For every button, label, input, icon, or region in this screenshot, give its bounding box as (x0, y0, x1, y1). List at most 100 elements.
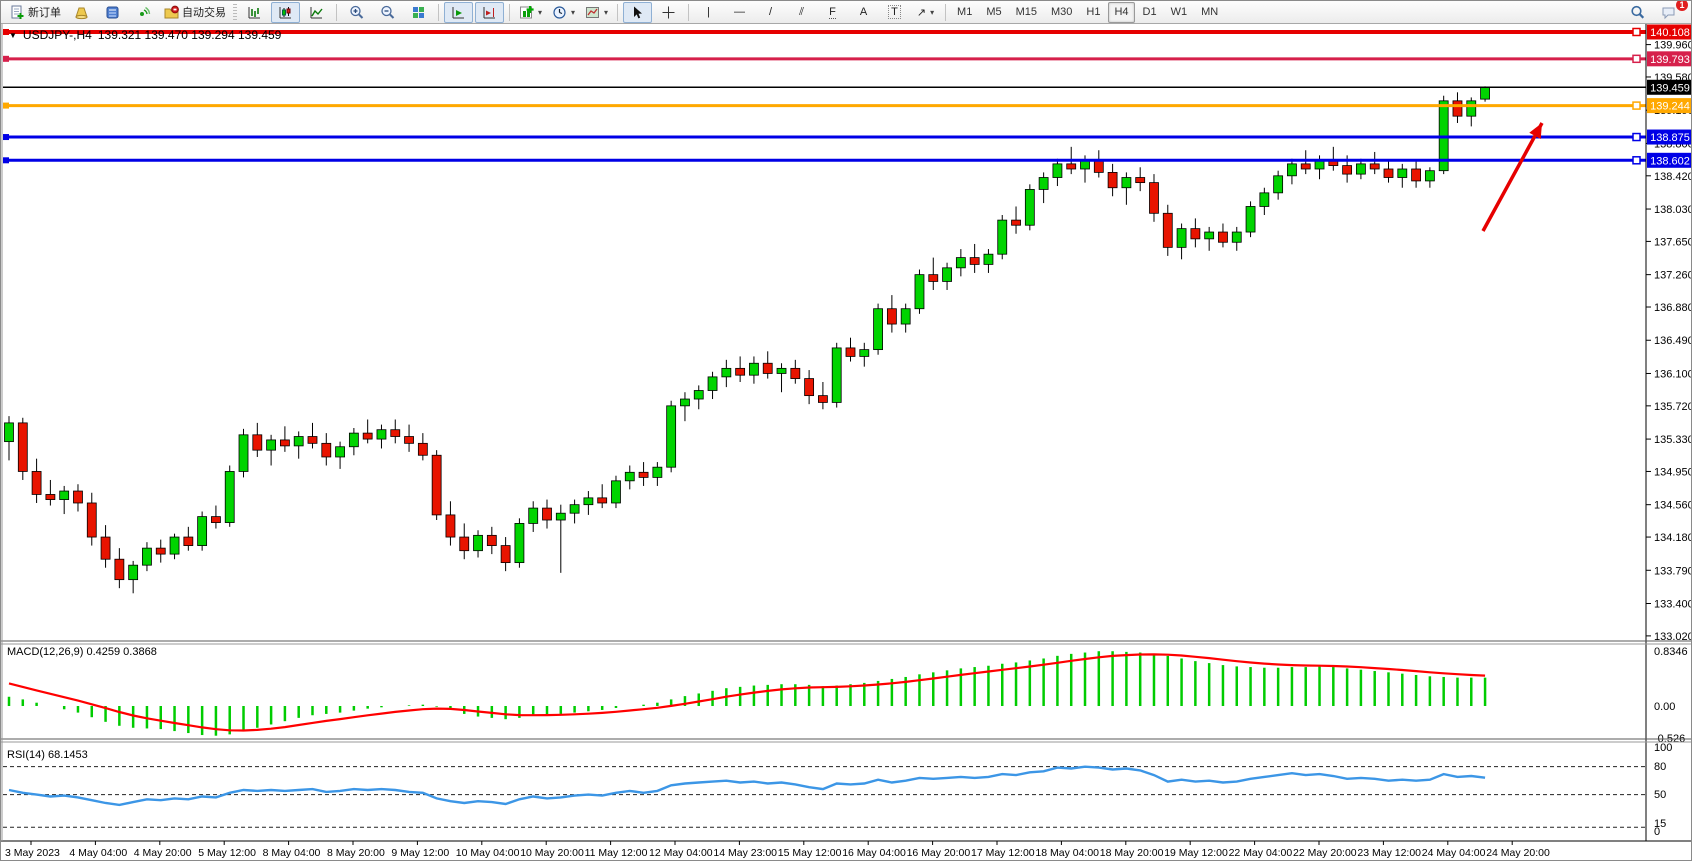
timeframe-W1[interactable]: W1 (1170, 6, 1188, 18)
auto-scroll-button[interactable] (444, 1, 473, 23)
profiles-button[interactable] (67, 2, 96, 23)
chart-ohlc-values: 139.321 139.470 139.294 139.459 (97, 28, 282, 42)
chart-symbol-timeframe: USDJPY-,H4 (22, 28, 92, 42)
price-line-label-bg (1647, 51, 1691, 67)
timeframe-M15[interactable]: M15 (1015, 6, 1038, 18)
line-chart-button[interactable] (302, 2, 331, 23)
arrows-tool[interactable]: ↗ ▾ (911, 2, 940, 23)
auto-trading-button[interactable]: 自动交易 (160, 2, 230, 23)
candlestick-chart-button[interactable] (271, 1, 300, 23)
dropdown-caret-icon: ▾ (571, 7, 576, 17)
indicators-button[interactable]: ▾ (515, 2, 546, 23)
time-tick-label: 11 May 12:00 (585, 847, 648, 859)
time-tick-label: 14 May 23:00 (713, 847, 777, 859)
hline-left-handle[interactable] (3, 134, 9, 141)
price-tick-label: 137.650 (1654, 236, 1692, 248)
price-tick-label: 135.330 (1654, 434, 1692, 446)
bar-chart-button[interactable] (240, 2, 269, 23)
timeframe-M5[interactable]: M5 (986, 6, 1002, 18)
hline-left-handle[interactable] (3, 102, 9, 109)
profiles-icon (75, 7, 88, 19)
cursor-icon (634, 6, 643, 18)
price-tick-label: 136.490 (1654, 335, 1692, 347)
vertical-line-tool[interactable]: | (694, 2, 723, 23)
new-order-label: 新订单 (28, 7, 61, 19)
hline-left-handle[interactable] (3, 28, 9, 35)
search-button[interactable] (1623, 2, 1652, 23)
periods-button[interactable]: ▾ (548, 2, 579, 23)
trendline-tool[interactable]: / (756, 2, 785, 23)
price-tick-label: 133.400 (1654, 599, 1692, 611)
time-tick-label: 15 May 12:00 (778, 847, 842, 859)
clock-icon (553, 5, 566, 19)
time-tick-label: 8 May 04:00 (263, 847, 321, 859)
time-axis[interactable]: 3 May 2023 4 May 04:00 4 May 20:00 5 May 12… (1, 840, 1692, 859)
timeframe-H4[interactable]: H4 (1108, 1, 1135, 23)
data-window-button[interactable] (98, 2, 127, 23)
price-tick-label: 134.180 (1654, 532, 1692, 544)
macd-scale-label: 0.00 (1654, 701, 1675, 713)
indicators-icon (520, 5, 534, 18)
dropdown-caret-icon: ▾ (930, 7, 935, 17)
price-tick-label: 138.420 (1654, 171, 1692, 183)
dropdown-caret-icon: ▾ (604, 7, 609, 17)
zoom-out-button[interactable] (373, 2, 402, 23)
time-tick-label: 16 May 04:00 (842, 847, 906, 859)
line-chart-icon (310, 6, 323, 18)
dropdown-caret-icon: ▾ (538, 7, 543, 17)
time-tick-label: 10 May 20:00 (520, 847, 584, 859)
price-axis[interactable]: 139.960139.580139.190138.800138.420138.0… (1645, 24, 1692, 841)
horizontal-line-tool[interactable]: — (725, 2, 754, 23)
text-tool[interactable]: A (849, 2, 878, 23)
time-tick-label: 4 May 04:00 (69, 847, 127, 859)
price-tick-label: 135.720 (1654, 401, 1692, 413)
time-tick-label: 18 May 04:00 (1035, 847, 1099, 859)
timeframe-M1[interactable]: M1 (957, 6, 973, 18)
time-tick-label: 22 May 20:00 (1293, 847, 1357, 859)
time-tick-label: 16 May 20:00 (907, 847, 971, 859)
timeframe-H1[interactable]: H1 (1086, 6, 1101, 18)
price-line-label: 138.875 (1650, 132, 1690, 144)
timeframe-M30[interactable]: M30 (1051, 6, 1073, 18)
hline-handle-138.602[interactable] (1632, 156, 1641, 165)
text-label-tool[interactable]: T (880, 2, 909, 23)
template-icon (586, 6, 600, 18)
hline-handle-139.793[interactable] (1632, 54, 1641, 64)
hline-handle-138.875[interactable] (1632, 132, 1641, 142)
time-tick-label: 24 May 04:00 (1422, 847, 1486, 859)
candles (4, 86, 1490, 594)
equidistant-channel-tool[interactable]: ⫽ (787, 2, 816, 23)
rsi-line (8, 765, 1486, 807)
timeframe-MN[interactable]: MN (1201, 6, 1219, 18)
hline-left-handle[interactable] (3, 157, 9, 164)
crosshair-button[interactable] (654, 2, 683, 23)
price-tick-label: 138.030 (1654, 204, 1692, 216)
tile-windows-button[interactable] (404, 2, 433, 23)
time-tick-label: 24 May 20:00 (1486, 847, 1550, 859)
signals-button[interactable] (129, 2, 158, 23)
time-tick-label: 10 May 04:00 (456, 847, 520, 859)
cursor-button[interactable] (623, 1, 653, 23)
new-order-button[interactable]: 新订单 (6, 2, 65, 23)
horizontal-line-icon: — (734, 6, 746, 18)
timeframe-D1[interactable]: D1 (1142, 6, 1157, 18)
hline-left-handle[interactable] (3, 55, 9, 62)
chart-shift-button[interactable] (475, 1, 504, 23)
time-tick-label: 18 May 20:00 (1100, 847, 1164, 859)
crosshair-icon (662, 6, 675, 18)
timeframe-group: M1 M5 M15 M30 H1 H4 D1 W1 MN (950, 1, 1225, 23)
annotation-arrow[interactable] (1481, 122, 1544, 232)
price-tick-label: 139.960 (1654, 40, 1692, 52)
rsi-panel: 100 80 50 150 (3, 742, 1672, 838)
hline-handle-140.108[interactable] (1632, 27, 1641, 37)
bar-chart-icon (248, 6, 260, 18)
notifications-button[interactable]: 1 (1654, 1, 1688, 23)
hline-handle-139.244[interactable] (1632, 101, 1641, 110)
fibonacci-tool[interactable]: F (818, 2, 847, 23)
zoom-in-button[interactable] (342, 2, 371, 23)
price-tick-label: 133.790 (1654, 565, 1692, 577)
templates-button[interactable]: ▾ (581, 2, 612, 23)
